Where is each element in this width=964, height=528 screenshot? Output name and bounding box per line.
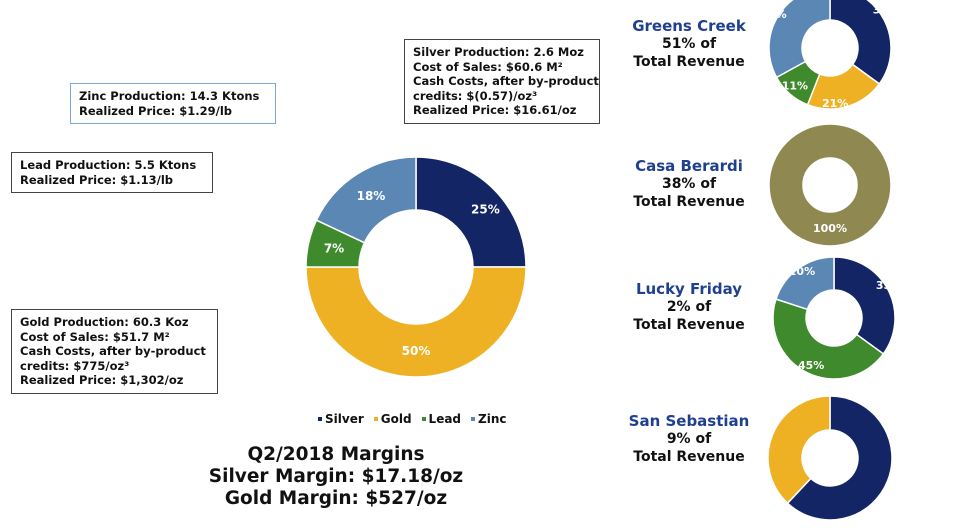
mine-revenue-pct: 2% of	[666, 299, 712, 315]
slice-label-gold: 38%	[764, 415, 771, 440]
slice-label-silver: 62%	[880, 489, 896, 502]
zinc-production: Zinc Production: 14.3 Ktons	[79, 89, 260, 103]
legend-dot-gold	[373, 417, 378, 421]
gold-cost-of-sales: Cost of Sales: $51.7 M²	[20, 329, 170, 344]
mine-revenue-suffix: Total Revenue	[633, 54, 745, 70]
san-sebastian-donut: 62% 38%	[764, 395, 896, 521]
silver-margin: Silver Margin: $17.18/oz	[208, 466, 464, 487]
mine-label-casa-berardi: Casa Berardi 38% of Total Revenue	[614, 157, 764, 211]
revenue-by-metal-donut: 25% 50% 7% 18%	[305, 156, 527, 378]
slice-label-zinc: 18%	[357, 189, 386, 203]
mine-revenue-suffix: Total Revenue	[633, 194, 745, 210]
silver-info-box: Silver Production: 2.6 Moz Cost of Sales…	[404, 39, 600, 124]
silver-cost-of-sales: Cost of Sales: $60.6 M²	[413, 59, 563, 74]
mine-label-greens-creek: Greens Creek 51% of Total Revenue	[614, 17, 764, 71]
mine-label-san-sebastian: San Sebastian 9% of Total Revenue	[614, 412, 764, 466]
legend-label-zinc: Zinc	[478, 412, 507, 426]
slice-zinc	[775, 256, 835, 311]
legend-label-silver: Silver	[325, 412, 364, 426]
gold-credits: credits: $775/oz³	[20, 358, 130, 373]
slice-gold	[768, 124, 892, 247]
slice-label-lead: 11%	[782, 79, 808, 92]
slice-label-silver: 25%	[471, 203, 500, 217]
mine-label-lucky-friday: Lucky Friday 2% of Total Revenue	[614, 280, 764, 334]
greens-creek-donut: 35% 21% 11% 33%	[766, 0, 894, 110]
silver-cash-costs: Cash Costs, after by-product	[413, 74, 599, 88]
lucky-friday-donut: 35% 45% 20%	[772, 256, 898, 380]
mine-revenue-suffix: Total Revenue	[633, 317, 745, 333]
legend-dot-lead	[421, 417, 426, 421]
mine-revenue-pct: 9% of	[666, 431, 712, 447]
mine-revenue-suffix: Total Revenue	[633, 449, 745, 465]
silver-credits: credits: $(0.57)/oz³	[413, 88, 538, 103]
slice-label-gold: 100%	[813, 222, 847, 235]
slice-zinc	[768, 0, 831, 79]
legend-item-gold: Gold	[373, 412, 412, 426]
slice-gold	[767, 395, 831, 505]
legend-label-gold: Gold	[380, 412, 412, 426]
slice-label-silver: 35%	[876, 279, 898, 292]
gold-info-box: Gold Production: 60.3 Koz Cost of Sales:…	[11, 309, 218, 394]
slice-label-zinc: 20%	[789, 265, 815, 278]
margins-title: Q2/2018 Margins	[247, 444, 425, 465]
slice-silver	[833, 256, 896, 355]
legend: Silver Gold Lead Zinc	[318, 412, 507, 426]
slice-label-zinc: 33%	[766, 8, 787, 21]
gold-cash-costs: Cash Costs, after by-product	[20, 344, 206, 358]
legend-label-lead: Lead	[428, 412, 462, 426]
gold-margin: Gold Margin: $527/oz	[224, 488, 448, 509]
slice-label-silver: 35%	[873, 4, 894, 17]
slice-silver	[829, 0, 892, 85]
slice-label-gold: 21%	[822, 97, 848, 110]
margins-block: Q2/2018 Margins Silver Margin: $17.18/oz…	[200, 444, 472, 510]
mine-name: Greens Creek	[632, 17, 746, 35]
legend-item-lead: Lead	[421, 412, 462, 426]
legend-item-silver: Silver	[318, 412, 364, 426]
casa-berardi-donut: 100%	[768, 124, 892, 247]
slice-label-gold: 50%	[402, 344, 431, 358]
slice-gold	[305, 266, 527, 378]
mine-name: Casa Berardi	[635, 157, 743, 175]
lead-production: Lead Production: 5.5 Ktons	[20, 158, 197, 172]
silver-price: Realized Price: $16.61/oz	[413, 103, 577, 117]
slice-zinc	[315, 156, 417, 244]
slice-silver	[786, 395, 893, 521]
lead-info-box: Lead Production: 5.5 Ktons Realized Pric…	[11, 152, 213, 193]
slice-lead	[772, 298, 885, 380]
silver-production: Silver Production: 2.6 Moz	[413, 45, 584, 59]
mine-name: Lucky Friday	[635, 280, 743, 298]
gold-price: Realized Price: $1,302/oz	[20, 373, 184, 387]
legend-dot-silver	[318, 417, 322, 421]
zinc-price: Realized Price: $1.29/lb	[79, 103, 233, 118]
zinc-info-box: Zinc Production: 14.3 Ktons Realized Pri…	[70, 83, 276, 124]
gold-production: Gold Production: 60.3 Koz	[20, 315, 189, 329]
mine-name: San Sebastian	[628, 412, 750, 430]
slice-label-lead: 7%	[324, 242, 344, 256]
slice-label-lead: 45%	[798, 359, 824, 372]
lead-price: Realized Price: $1.13/lb	[20, 172, 174, 187]
legend-item-zinc: Zinc	[471, 412, 507, 426]
legend-dot-zinc	[471, 417, 476, 421]
slice-silver	[415, 156, 527, 268]
mine-revenue-pct: 38% of	[661, 176, 717, 192]
mine-revenue-pct: 51% of	[661, 36, 717, 52]
